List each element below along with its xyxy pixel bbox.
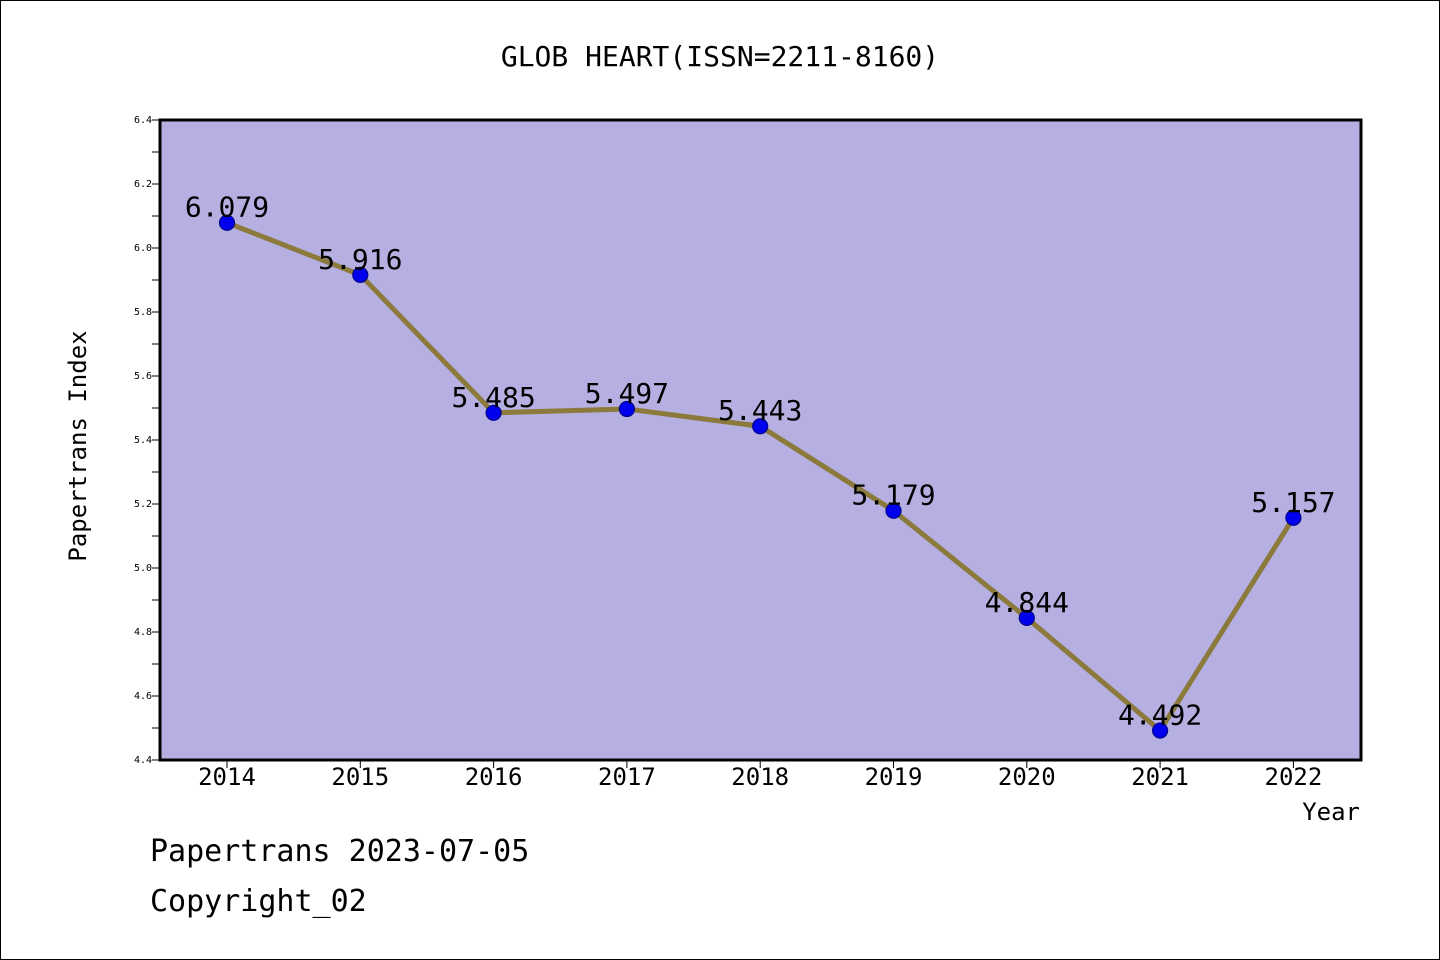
x-tick-label-2014: 2014 [198,763,256,791]
y-tick-label-7: 5.8 [134,307,152,318]
x-axis-tick-labels: 2014 2015 2016 2017 2018 2019 2020 2021 2022 [198,763,1322,791]
data-point-2016 [485,404,502,421]
y-tick-label-2: 4.8 [134,627,152,638]
x-tick-label-2022: 2022 [1265,763,1323,791]
data-label-2014: 6.079 [185,191,269,224]
data-label-2016: 5.485 [451,381,535,414]
x-tick-label-2019: 2019 [865,763,923,791]
y-tick-label-6: 5.6 [134,371,152,382]
data-label-2021: 4.492 [1118,699,1202,732]
x-axis-label: Year [1302,798,1360,826]
x-axis-ticks [226,760,1294,768]
footer-date: Papertrans 2023-07-05 [150,834,530,869]
x-tick-label-2015: 2015 [331,763,389,791]
footer-copyright: Copyright_02 [150,884,367,919]
chart-title: GLOB HEART(ISSN=2211-8160) [501,40,939,73]
x-tick-label-2018: 2018 [731,763,789,791]
y-tick-label-9: 6.2 [134,179,152,190]
y-tick-label-4: 5.2 [134,499,152,510]
data-label-2022: 5.157 [1251,486,1335,519]
data-label-2019: 5.179 [851,479,935,512]
data-markers [218,214,1302,739]
data-point-2017 [618,400,636,418]
x-tick-label-2016: 2016 [465,763,523,791]
data-point-2022 [1285,509,1302,526]
data-label-2018: 5.443 [718,394,802,427]
y-axis-ticks [152,119,160,761]
x-tick-label-2020: 2020 [998,763,1056,791]
data-point-2015 [352,266,369,283]
data-point-2018 [752,418,769,435]
data-label-2020: 4.844 [985,586,1069,619]
y-axis-label: Papertrans Index [64,330,92,561]
x-tick-label-2017: 2017 [598,763,656,791]
data-label-2015: 5.916 [318,243,402,276]
data-point-2014 [218,214,236,231]
y-tick-label-0: 4.4 [134,755,152,766]
y-tick-label-1: 4.6 [134,691,152,702]
plot-area [158,118,1363,762]
data-label-2017: 5.497 [585,377,669,410]
data-point-2020 [1018,609,1035,627]
data-labels: 6.079 5.916 5.485 5.497 5.443 5.179 4.844 4.492… [185,191,1336,732]
x-tick-label-2021: 2021 [1131,763,1189,791]
data-point-2021 [1151,722,1169,739]
data-point-2019 [885,502,902,519]
y-tick-label-8: 6.0 [134,243,152,254]
y-tick-label-5: 5.4 [134,435,152,446]
y-axis-tick-labels: 4.4 4.6 4.8 5.0 5.2 5.4 5.6 5.8 6.0 6.2 6.4 [134,115,152,766]
y-tick-label-10: 6.4 [134,115,152,126]
y-tick-label-3: 5.0 [134,563,152,574]
